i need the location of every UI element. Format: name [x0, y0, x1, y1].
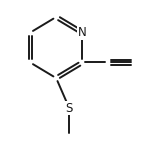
Text: S: S: [65, 101, 73, 114]
Text: N: N: [78, 26, 87, 39]
